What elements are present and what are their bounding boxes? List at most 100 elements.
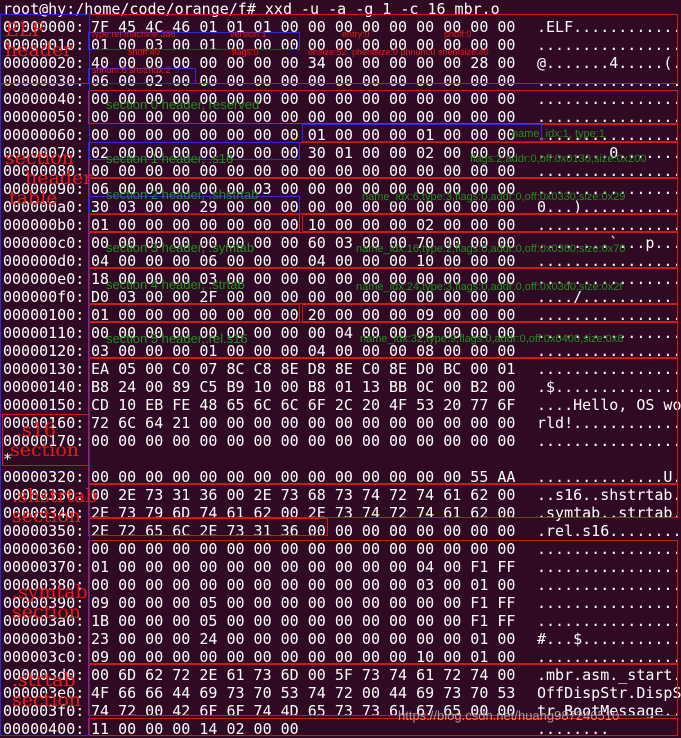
row-ascii: ................	[537, 432, 681, 450]
row-hex-bytes: 00 00 00 00 00 00 00 00 01 00 00 00 01 0…	[91, 126, 516, 144]
row-address: 000000e0:	[3, 270, 85, 288]
row-address: 00000020:	[3, 54, 85, 72]
row-ascii: ................	[537, 72, 681, 90]
dump-row: 00000330: 00 2E 73 31 36 00 2E 73 68 73 7…	[3, 486, 681, 504]
row-hex-bytes: 06 00 02 00 00 00 00 00 00 00 00 00 00 0…	[91, 72, 516, 90]
dump-row: 00000360: 00 00 00 00 00 00 00 00 00 00 0…	[3, 540, 681, 558]
row-address: 00000120:	[3, 342, 85, 360]
s16-section-box	[88, 358, 678, 484]
dump-row: 000003c0: 09 00 00 00 00 00 00 00 00 00 0…	[3, 648, 681, 666]
shstrtab-section-box-b	[88, 518, 328, 536]
row-address: 00000170:	[3, 432, 85, 450]
row-ascii: ................	[537, 648, 681, 666]
row-address: 00000000:	[3, 18, 85, 36]
section1-header-box-b	[88, 142, 678, 178]
row-hex-bytes: 00 2E 73 31 36 00 2E 73 68 73 74 72 74 6…	[91, 486, 516, 504]
row-hex-bytes: 04 00 00 00 06 00 00 00 04 00 00 00 10 0…	[91, 252, 516, 270]
dump-row: 000000b0: 01 00 00 00 00 00 00 00 10 00 0…	[3, 216, 681, 234]
row-ascii: ................	[537, 126, 681, 144]
row-address: 00000130:	[3, 360, 85, 378]
row-hex-bytes: 7F 45 4C 46 01 01 01 00 00 00 00 00 00 0…	[91, 18, 516, 36]
row-ascii: ........0.......	[537, 144, 681, 162]
row-address: 000003b0:	[3, 630, 85, 648]
row-address: 00000010:	[3, 36, 85, 54]
row-address: 00000040:	[3, 90, 85, 108]
row-address: 00000160:	[3, 414, 85, 432]
row-ascii: OffDispStr.DispS	[537, 684, 681, 702]
section4-header-box	[88, 268, 678, 304]
row-hex-bytes: 1B 00 00 00 05 00 00 00 00 00 00 00 00 0…	[91, 612, 516, 630]
row-hex-bytes: 00 00 00 00 00 00 00 00 00 00 00 00 03 0…	[91, 576, 516, 594]
section5-header-box-b	[88, 322, 678, 358]
elf-shoff-label: shoff:40	[128, 47, 160, 57]
row-address: 000003c0:	[3, 648, 85, 666]
row-ascii: ................	[537, 270, 681, 288]
row-ascii: #...$...........	[537, 630, 681, 648]
command-line: root@hy:/home/code/orange/f# xxd -u -a -…	[3, 0, 500, 18]
dump-row: 00000390: 09 00 00 00 05 00 00 00 00 00 0…	[3, 594, 681, 612]
row-ascii: ....Hello, OS wo	[537, 396, 681, 414]
row-hex-bytes: 00 00 00 00 00 00 00 00 00 00 00 00 00 0…	[91, 432, 516, 450]
row-ascii: ................	[537, 576, 681, 594]
dump-row: 00000110: 00 00 00 00 00 00 00 00 00 04 0…	[3, 324, 681, 342]
section2-header-desc: name_idx:6,type:3,flags:0,addr:0,off:0x0…	[362, 191, 626, 203]
section4-header-box-b	[88, 304, 300, 322]
dump-row: 00000100: 01 00 00 00 00 00 00 00 20 00 0…	[3, 306, 681, 324]
row-hex-bytes: EA 05 00 C0 07 8C C8 8E D8 8E C0 8E D0 B…	[91, 360, 516, 378]
row-hex-bytes: 09 00 00 00 05 00 00 00 00 00 00 00 00 0…	[91, 594, 516, 612]
row-address: 000003f0:	[3, 702, 85, 720]
row-hex-bytes: B8 24 00 89 C5 B9 10 00 B8 01 13 BB 0C 0…	[91, 378, 516, 396]
elf-ident-box	[88, 32, 300, 50]
section5-header-desc: name_idx:32,type:9,flags:0,addr:0,off:0x…	[360, 333, 624, 345]
row-address: 000000b0:	[3, 216, 85, 234]
row-address: 00000400:	[3, 720, 85, 738]
row-address: 000000a0:	[3, 198, 85, 216]
row-ascii: ................	[537, 558, 681, 576]
dump-row: *	[3, 450, 537, 468]
row-address: 000000d0:	[3, 252, 85, 270]
row-address: 00000080:	[3, 162, 85, 180]
section5-header-box	[302, 304, 678, 322]
elf-type-label: type:rel machine:386	[92, 29, 176, 39]
dump-row: 00000130: EA 05 00 C0 07 8C C8 8E D8 8E C…	[3, 360, 681, 378]
row-ascii: ................	[537, 216, 681, 234]
row-hex-bytes: 23 00 00 00 24 00 00 00 00 00 00 00 00 0…	[91, 630, 516, 648]
row-address: 00000340:	[3, 504, 85, 522]
section0-header-title: section 0 header, reserved	[106, 97, 260, 112]
row-hex-bytes: 00 00 00 00 00 00 00 00 00 00 00 00 00 0…	[91, 540, 516, 558]
dump-row: 00000000: 7F 45 4C 46 01 01 01 00 00 00 0…	[3, 18, 681, 36]
row-address: 00000380:	[3, 576, 85, 594]
row-address: 00000330:	[3, 486, 85, 504]
elf-phentsize-label: phentsize:0 phnum:0 shentsize:40	[352, 47, 489, 57]
elf-shnum-label: shnum:6 shstrndx:2	[92, 65, 171, 75]
row-hex-bytes: 02 00 00 00 00 00 00 00 30 01 00 00 02 0…	[91, 144, 516, 162]
elf-header-label: ELF header	[5, 19, 73, 61]
row-hex-bytes: 11 00 00 00 14 02 00 00	[91, 720, 299, 738]
row-hex-bytes: 01 00 00 00 00 00 00 00 10 00 00 00 02 0…	[91, 216, 516, 234]
dump-row: 00000380: 00 00 00 00 00 00 00 00 00 00 0…	[3, 576, 681, 594]
row-address: 00000140:	[3, 378, 85, 396]
dump-row: 000000a0: 30 03 00 00 29 00 00 00 00 00 0…	[3, 198, 681, 216]
dump-row: 00000080: 00 00 00 00 00 00 00 00 00 00 0…	[3, 162, 681, 180]
row-ascii: ........`...p...	[537, 234, 681, 252]
section1-flags-box	[88, 142, 300, 160]
section3-header-title: section 3 header, .symtab	[106, 240, 255, 255]
dump-row: 000000e0: 18 00 00 00 03 00 00 00 00 00 0…	[3, 270, 681, 288]
row-ascii: ................	[537, 594, 681, 612]
row-hex-bytes: 00 00 00 00 00 00 00 00 00 00 00 00 00 0…	[91, 162, 516, 180]
row-ascii: ........	[537, 720, 610, 738]
row-hex-bytes: 00 00 00 00 00 00 00 00 00 00 00 00 00 0…	[91, 90, 516, 108]
watermark: https://blog.csdn.net/huang987246510	[398, 708, 620, 723]
dump-row: 00000090: 06 00 00 00 00 00 03 00 00 00 0…	[3, 180, 681, 198]
symtab-section-box	[88, 540, 678, 664]
section2-header-box-b	[88, 214, 300, 232]
row-address: 00000370:	[3, 558, 85, 576]
row-address: 00000150:	[3, 396, 85, 414]
row-address: 00000110:	[3, 324, 85, 342]
row-address: 00000090:	[3, 180, 85, 198]
section0-header-box	[88, 90, 678, 124]
row-ascii: ................	[537, 342, 681, 360]
row-hex-bytes: 01 00 00 00 00 00 00 00 20 00 00 00 09 0…	[91, 306, 516, 324]
row-ascii: ........ .......	[537, 306, 681, 324]
